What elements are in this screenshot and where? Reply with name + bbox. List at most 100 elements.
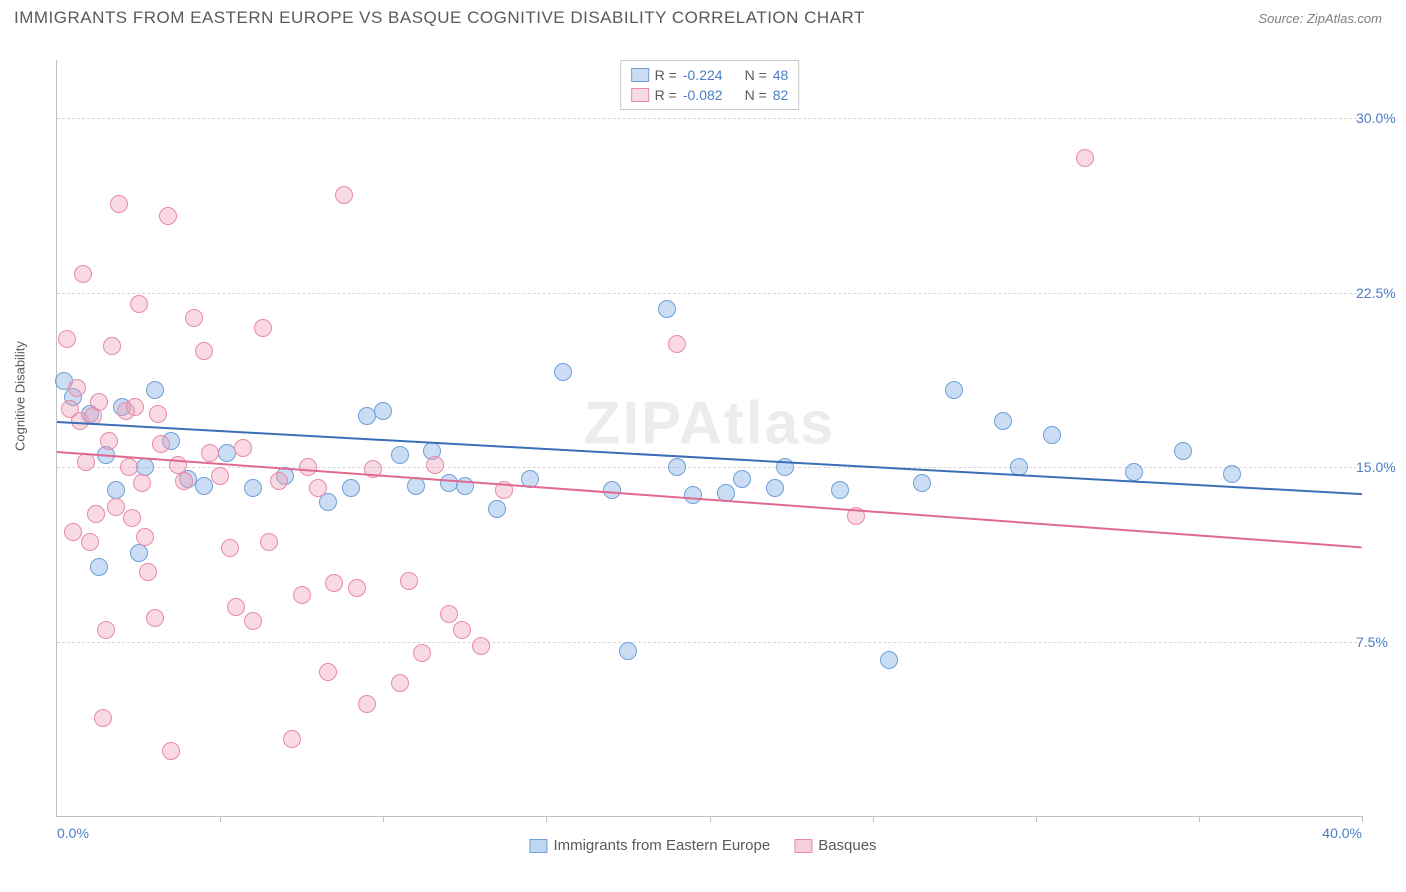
- scatter-point-eastern: [668, 458, 686, 476]
- grid-line: [57, 293, 1362, 294]
- scatter-point-basques: [120, 458, 138, 476]
- r-label: R =: [655, 87, 677, 103]
- swatch-basques: [794, 839, 812, 853]
- x-tick: [1199, 816, 1200, 822]
- scatter-point-basques: [64, 523, 82, 541]
- scatter-point-basques: [227, 598, 245, 616]
- scatter-point-eastern: [554, 363, 572, 381]
- scatter-point-basques: [77, 453, 95, 471]
- legend-row-basques: R = -0.082 N = 82: [631, 85, 789, 105]
- legend-item-eastern: Immigrants from Eastern Europe: [529, 837, 770, 854]
- scatter-point-basques: [391, 674, 409, 692]
- scatter-point-basques: [260, 533, 278, 551]
- scatter-point-basques: [413, 644, 431, 662]
- scatter-point-eastern: [130, 544, 148, 562]
- scatter-point-basques: [74, 265, 92, 283]
- swatch-eastern: [529, 839, 547, 853]
- grid-line: [57, 642, 1362, 643]
- scatter-point-eastern: [136, 458, 154, 476]
- trend-line-basques: [57, 451, 1362, 548]
- scatter-point-basques: [123, 509, 141, 527]
- scatter-point-basques: [110, 195, 128, 213]
- scatter-point-eastern: [766, 479, 784, 497]
- r-label: R =: [655, 67, 677, 83]
- n-value-basques: 82: [773, 87, 789, 103]
- scatter-point-basques: [348, 579, 366, 597]
- scatter-point-basques: [234, 439, 252, 457]
- scatter-point-eastern: [195, 477, 213, 495]
- scatter-point-basques: [335, 186, 353, 204]
- scatter-point-basques: [175, 472, 193, 490]
- scatter-point-basques: [146, 609, 164, 627]
- scatter-point-basques: [293, 586, 311, 604]
- x-tick: [546, 816, 547, 822]
- legend-series: Immigrants from Eastern Europe Basques: [529, 837, 876, 854]
- scatter-point-eastern: [218, 444, 236, 462]
- legend-correlation: R = -0.224 N = 48 R = -0.082 N = 82: [620, 60, 800, 110]
- scatter-point-eastern: [90, 558, 108, 576]
- source-attribution: Source: ZipAtlas.com: [1258, 11, 1382, 26]
- scatter-point-basques: [100, 432, 118, 450]
- n-label: N =: [745, 67, 767, 83]
- r-value-eastern: -0.224: [683, 67, 723, 83]
- scatter-point-eastern: [244, 479, 262, 497]
- scatter-point-basques: [126, 398, 144, 416]
- scatter-point-basques: [426, 456, 444, 474]
- x-min-label: 0.0%: [57, 825, 89, 841]
- scatter-point-basques: [319, 663, 337, 681]
- scatter-point-basques: [58, 330, 76, 348]
- legend-label-basques: Basques: [818, 837, 876, 854]
- n-label: N =: [745, 87, 767, 103]
- header: IMMIGRANTS FROM EASTERN EUROPE VS BASQUE…: [0, 0, 1406, 36]
- scatter-point-basques: [90, 393, 108, 411]
- scatter-point-eastern: [358, 407, 376, 425]
- scatter-point-basques: [97, 621, 115, 639]
- x-tick: [1036, 816, 1037, 822]
- scatter-point-eastern: [374, 402, 392, 420]
- scatter-point-basques: [201, 444, 219, 462]
- scatter-point-basques: [221, 539, 239, 557]
- legend-label-eastern: Immigrants from Eastern Europe: [553, 837, 770, 854]
- y-axis-label: Cognitive Disability: [13, 341, 28, 451]
- scatter-point-eastern: [1174, 442, 1192, 460]
- x-tick: [1362, 816, 1363, 822]
- scatter-point-basques: [195, 342, 213, 360]
- legend-row-eastern: R = -0.224 N = 48: [631, 65, 789, 85]
- scatter-point-basques: [1076, 149, 1094, 167]
- scatter-point-basques: [358, 695, 376, 713]
- scatter-point-basques: [400, 572, 418, 590]
- scatter-point-basques: [159, 207, 177, 225]
- scatter-point-basques: [133, 474, 151, 492]
- scatter-point-eastern: [1043, 426, 1061, 444]
- swatch-eastern: [631, 68, 649, 82]
- plot-area: ZIPAtlas R = -0.224 N = 48 R = -0.082 N …: [56, 60, 1362, 817]
- scatter-point-basques: [309, 479, 327, 497]
- scatter-point-basques: [152, 435, 170, 453]
- scatter-point-eastern: [440, 474, 458, 492]
- scatter-point-eastern: [913, 474, 931, 492]
- scatter-point-eastern: [831, 481, 849, 499]
- watermark: ZIPAtlas: [584, 388, 836, 457]
- x-tick: [383, 816, 384, 822]
- chart-container: Cognitive Disability ZIPAtlas R = -0.224…: [14, 40, 1392, 862]
- scatter-point-basques: [130, 295, 148, 313]
- scatter-point-basques: [136, 528, 154, 546]
- swatch-basques: [631, 88, 649, 102]
- y-tick-label: 22.5%: [1356, 285, 1396, 301]
- scatter-point-eastern: [391, 446, 409, 464]
- scatter-point-basques: [87, 505, 105, 523]
- scatter-point-basques: [185, 309, 203, 327]
- x-tick: [873, 816, 874, 822]
- scatter-point-eastern: [994, 412, 1012, 430]
- scatter-point-basques: [440, 605, 458, 623]
- scatter-point-basques: [472, 637, 490, 655]
- scatter-point-eastern: [146, 381, 164, 399]
- x-max-label: 40.0%: [1322, 825, 1362, 841]
- scatter-point-basques: [107, 498, 125, 516]
- y-tick-label: 7.5%: [1356, 634, 1388, 650]
- legend-item-basques: Basques: [794, 837, 876, 854]
- y-tick-label: 15.0%: [1356, 459, 1396, 475]
- grid-line: [57, 118, 1362, 119]
- scatter-point-eastern: [1223, 465, 1241, 483]
- y-tick-label: 30.0%: [1356, 110, 1396, 126]
